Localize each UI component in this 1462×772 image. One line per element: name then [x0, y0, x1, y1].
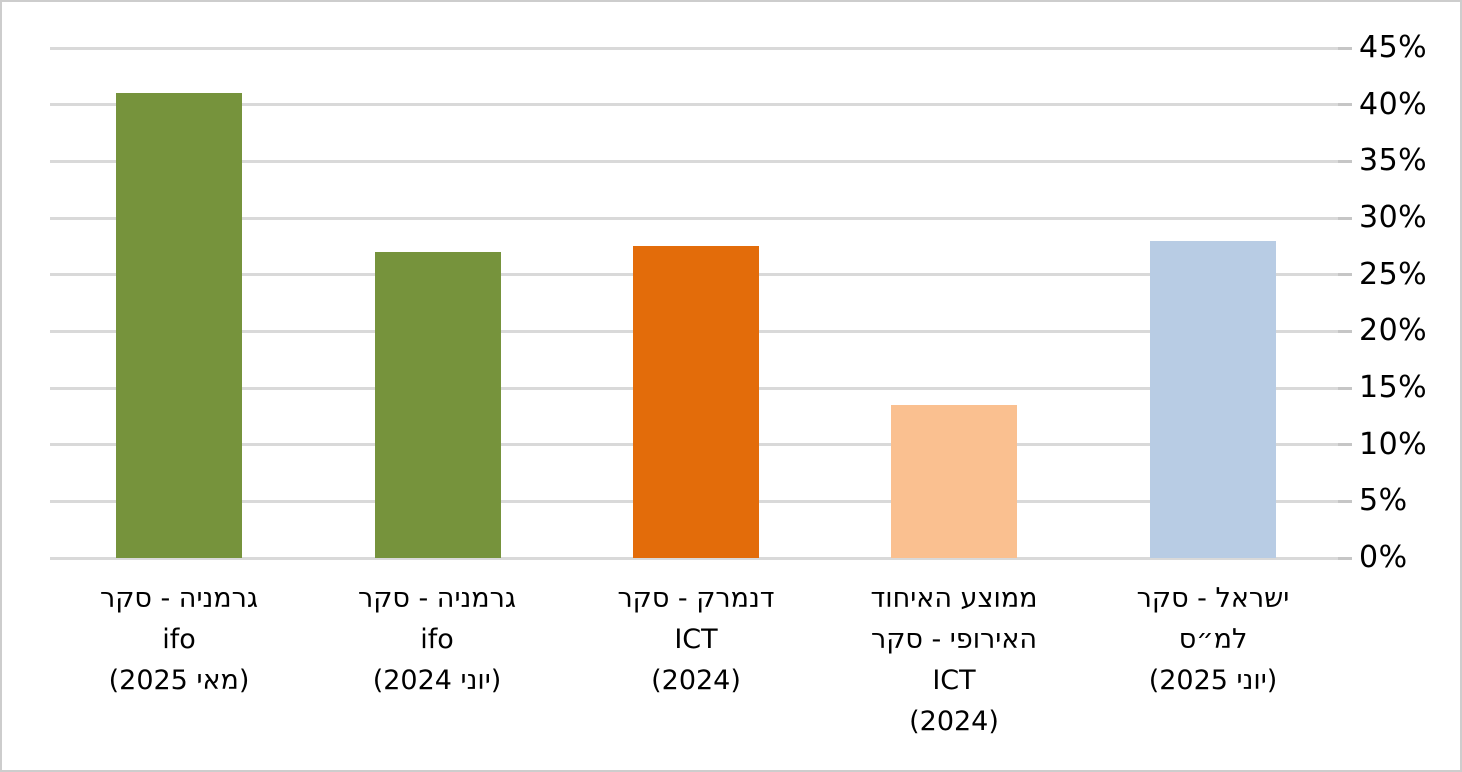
x-axis-label-line: (2024) — [909, 706, 999, 737]
y-axis-tick — [1338, 159, 1352, 163]
x-axis-label-eu-average-ict-2024: ממוצע האיחוד האירופי - סקר ICT (2024) — [829, 578, 1079, 742]
x-axis-label-denmark-ict-2024: דנמרק - סקר ICT (2024) — [571, 578, 821, 701]
bar-israel-cbs-june-2025 — [1150, 241, 1276, 558]
x-axis-label-line: (2024) — [651, 665, 741, 696]
gridline-30 — [50, 216, 1340, 220]
bar-denmark-ict-2024 — [633, 246, 759, 558]
x-axis-label-line: ICT — [932, 665, 976, 696]
x-axis-label-line: ifo — [420, 624, 454, 655]
y-axis-tick — [1338, 216, 1352, 220]
gridline-45 — [50, 46, 1340, 50]
x-axis-label-line: האירופי - סקר — [870, 624, 1038, 655]
x-axis-label-line: ממוצע האיחוד — [870, 583, 1038, 614]
y-axis-tick-label: 0% — [1359, 540, 1408, 575]
y-axis-tick-label: 45% — [1359, 30, 1428, 65]
y-axis-tick — [1338, 443, 1352, 447]
x-axis-label-germany-ifo-may-2025: גרמניה - סקר ifo (מאי 2025) — [54, 578, 304, 701]
y-axis-tick-label: 25% — [1359, 256, 1428, 292]
x-axis-label-line: למ״ס — [1178, 624, 1248, 655]
bar-germany-ifo-june-2024 — [375, 252, 501, 558]
y-axis-tick — [1338, 329, 1352, 333]
x-axis-label-line: ICT — [674, 624, 718, 655]
x-axis-label-germany-ifo-june-2024: גרמניה - סקר ifo (יוני 2024) — [312, 578, 562, 701]
y-axis-tick — [1338, 556, 1352, 560]
x-axis-label-line: ifo — [162, 624, 196, 655]
y-axis-tick — [1338, 386, 1352, 390]
gridline-35 — [50, 159, 1340, 163]
gridline-0 — [50, 556, 1340, 560]
y-axis-tick-label: 30% — [1359, 200, 1428, 235]
gridline-40 — [50, 103, 1340, 107]
bar-germany-ifo-may-2025 — [116, 93, 242, 558]
y-axis-tick — [1338, 103, 1352, 107]
x-axis-label-line: (מאי 2025) — [108, 665, 250, 696]
y-axis-tick-label: 5% — [1359, 483, 1408, 519]
y-axis-tick-label: 10% — [1359, 426, 1428, 462]
x-axis-label-line: דנמרק - סקר — [617, 583, 775, 614]
y-axis-tick — [1338, 273, 1352, 277]
y-axis-tick-label: 20% — [1359, 313, 1428, 349]
bar-eu-average-ict-2024 — [891, 405, 1017, 558]
x-axis-label-line: גרמניה - סקר — [99, 583, 259, 614]
y-axis-tick-label: 15% — [1359, 370, 1428, 405]
y-axis-tick — [1338, 499, 1352, 503]
x-axis-label-line: גרמניה - סקר — [357, 583, 517, 614]
x-axis-label-line: ישראל - סקר — [1136, 583, 1290, 614]
x-axis-label-israel-cbs-june-2025: ישראל - סקר למ״ס (יוני 2025) — [1088, 578, 1338, 701]
x-axis-label-line: (יוני 2024) — [372, 665, 502, 696]
y-axis-tick — [1338, 46, 1352, 50]
x-axis-label-line: (יוני 2025) — [1148, 665, 1278, 696]
y-axis-tick-label: 40% — [1359, 86, 1428, 122]
y-axis-tick-label: 35% — [1359, 143, 1428, 179]
